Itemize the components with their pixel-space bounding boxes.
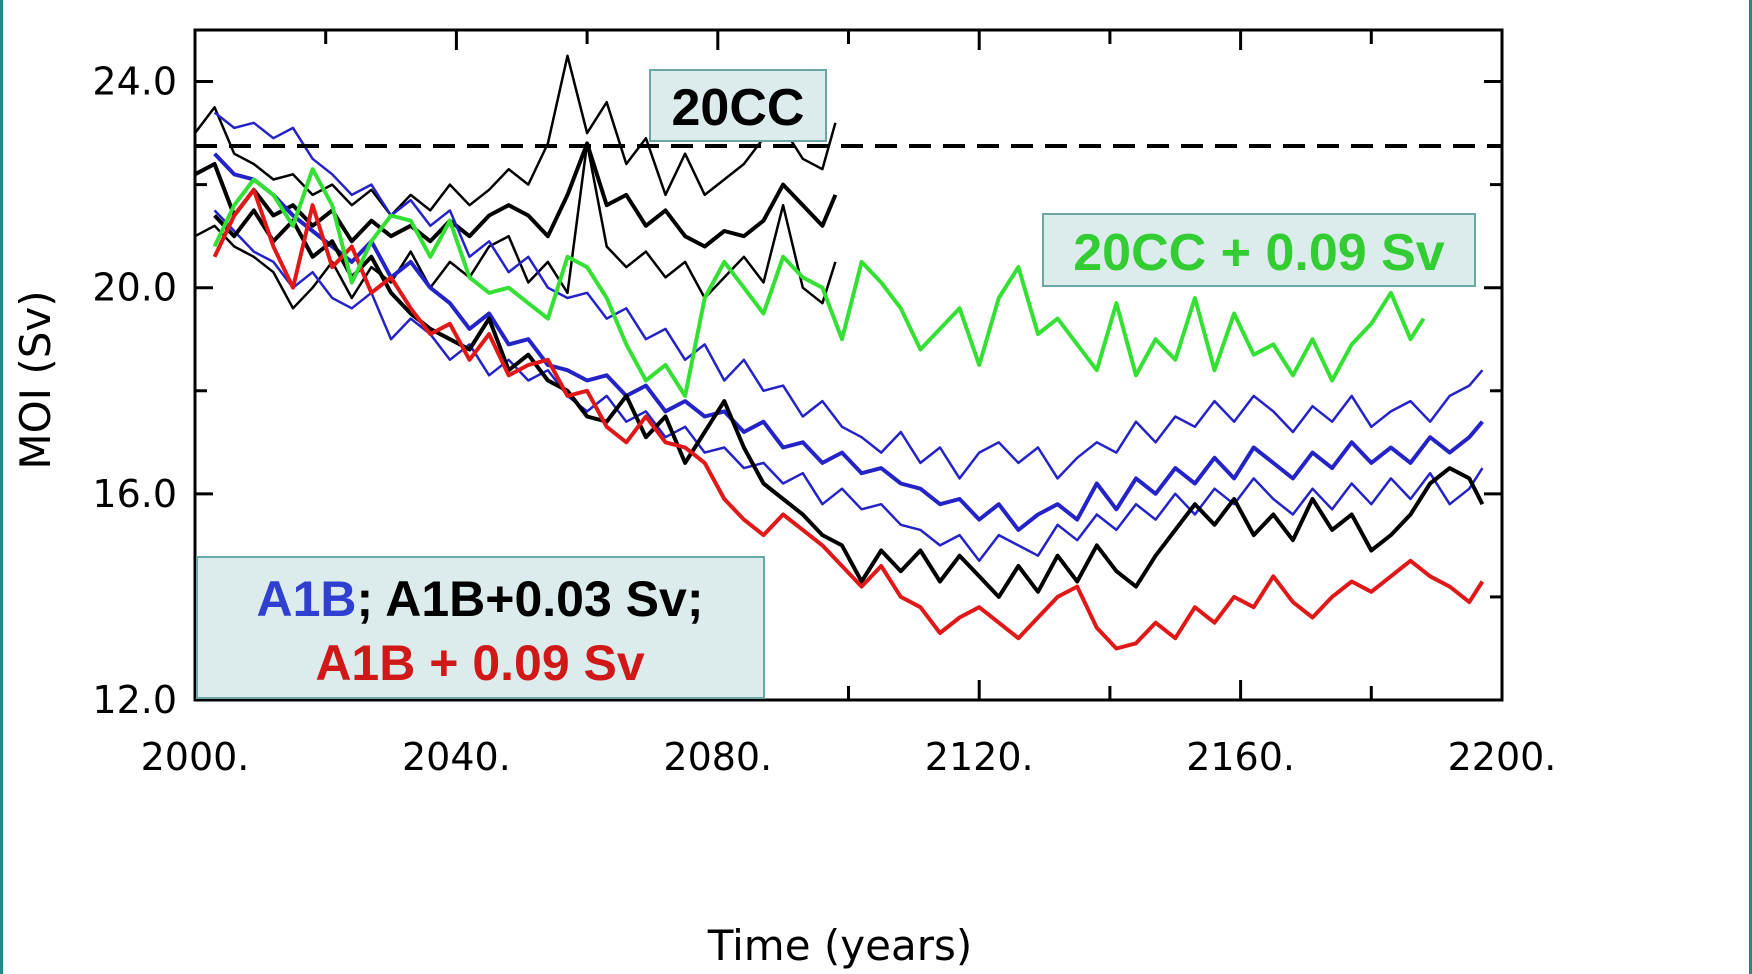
annotation-20cc: 20CC [672,79,805,137]
y-axis-label: MOI (Sv) [11,290,60,469]
x-tick-label: 2080. [663,735,772,779]
series-line-3 [194,142,837,310]
x-axis-label: Time (years) [707,921,973,970]
annotation-box-a1b [196,556,765,699]
x-tick-label: 2000. [141,735,250,779]
y-tick-label: 16.0 [92,472,177,516]
series-layer [194,54,1485,651]
y-tick-label: 24.0 [92,60,177,104]
y-tick-label: 12.0 [92,678,177,722]
series-line-5 [213,152,1484,532]
x-tick-label: 2160. [1186,735,1295,779]
x-tick-label: 2200. [1448,735,1557,779]
frame-left-border [0,0,3,974]
annotation-a1b-red: A1B + 0.09 Sv [315,635,645,691]
annotation-box-20cc-green [1042,213,1476,287]
frame-right-border [1749,0,1752,974]
annotation-20cc-green: 20CC + 0.09 Sv [1073,224,1445,282]
series-line-4 [213,111,1484,480]
annotation-box-20cc [649,69,827,142]
series-line-2 [194,141,838,249]
x-tick-label: 2040. [402,735,511,779]
annotation-a1b-black: ; A1B+0.03 Sv; [357,571,704,627]
y-tick-label: 20.0 [92,266,177,310]
annotation-a1b-line1: A1B; A1B+0.03 Sv; [257,571,704,627]
series-line-7 [213,208,1485,599]
series-line-9 [212,167,1426,398]
annotation-a1b-blue: A1B [257,571,357,627]
series-line-8 [212,187,1485,651]
series-line-1 [194,54,837,217]
x-tick-label: 2120. [925,735,1034,779]
